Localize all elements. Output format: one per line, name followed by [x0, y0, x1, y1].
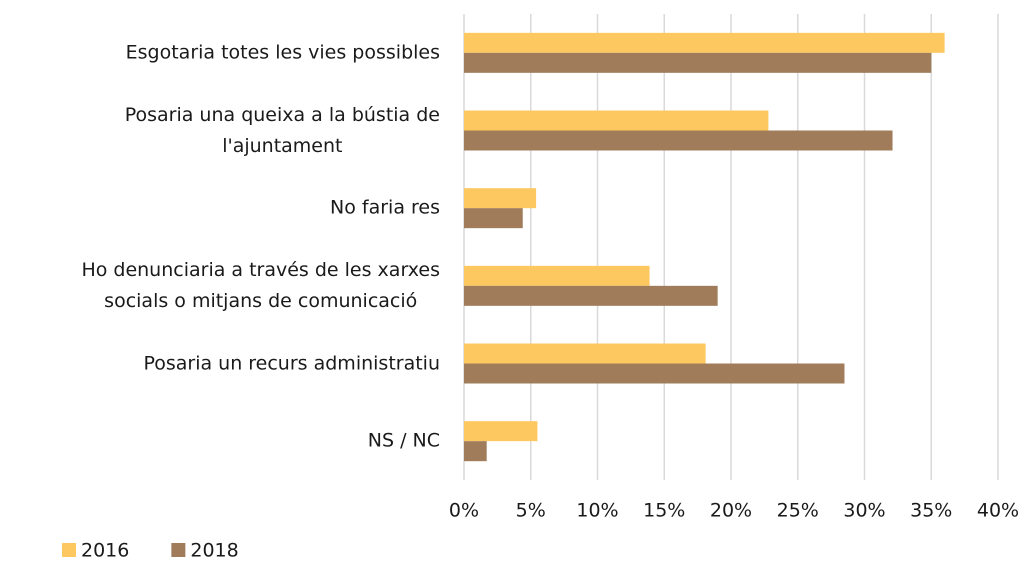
category-label: No faria res	[330, 196, 440, 219]
bar	[464, 130, 893, 151]
bar	[464, 343, 706, 364]
bar	[464, 52, 932, 73]
x-tick-label: 20%	[710, 500, 752, 522]
category-label: Posaria un recurs administratiu	[143, 352, 440, 374]
bar	[464, 285, 718, 306]
bar	[464, 32, 945, 53]
category-label: Ho denunciaria a través de les xarxes so…	[81, 258, 440, 312]
x-tick-label: 15%	[643, 500, 685, 522]
bar	[464, 363, 845, 384]
x-tick-label: 5%	[516, 500, 546, 522]
x-tick-label: 10%	[576, 500, 618, 522]
category-label: NS / NC	[367, 429, 440, 452]
legend-swatch	[62, 543, 76, 557]
legend-label: 2016	[81, 540, 129, 562]
bar	[464, 421, 538, 442]
legend-label: 2018	[190, 540, 238, 562]
category-label: Esgotaria totes les vies possibles	[125, 41, 440, 64]
x-tick-label: 0%	[449, 500, 479, 522]
bar	[464, 208, 523, 229]
bar	[464, 110, 769, 131]
bar	[464, 188, 537, 209]
legend-swatch	[171, 543, 186, 557]
x-tick-label: 40%	[977, 500, 1019, 522]
x-tick-label: 25%	[777, 500, 819, 522]
bar	[464, 265, 650, 286]
x-tick-label: 35%	[910, 500, 952, 522]
x-tick-label: 30%	[843, 500, 885, 522]
bar	[464, 441, 487, 462]
category-label: Posaria una queixa a la bústia de l'ajun…	[124, 103, 440, 157]
